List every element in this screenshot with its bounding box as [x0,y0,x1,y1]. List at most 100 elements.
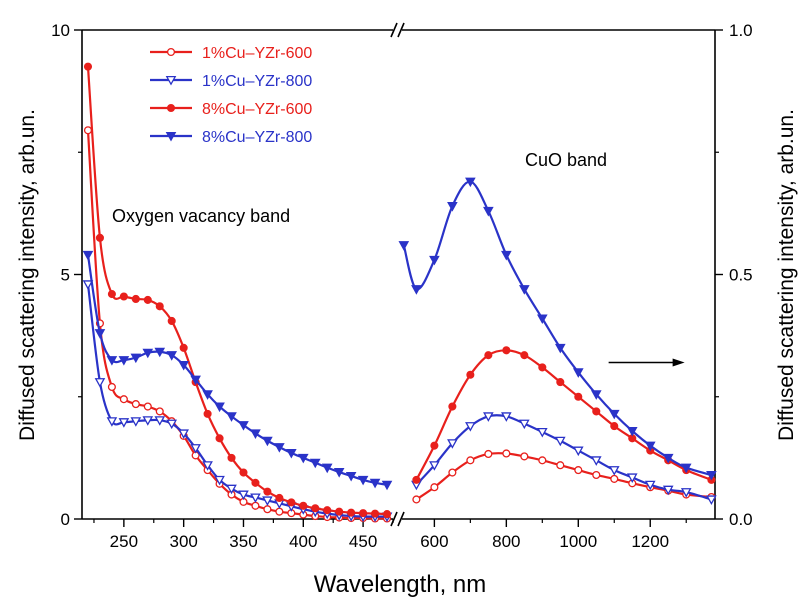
data-point [250,493,261,504]
data-point [644,480,656,491]
data-point [501,412,512,422]
data-point [430,441,439,450]
data-point [166,419,178,430]
data-point [263,505,272,514]
data-point [357,475,369,486]
data-point [411,285,422,295]
data-point [119,292,128,301]
data-point [556,378,565,387]
data-point [412,475,421,484]
data-point [335,507,344,516]
data-point [483,206,494,217]
data-point [143,402,152,411]
data-point [238,490,249,501]
data-point [483,412,494,422]
data-point [82,280,94,290]
data-point [179,343,188,352]
legend-label: 1%Cu–YZr-600 [202,45,312,62]
data-point [429,461,440,471]
data-point [214,402,225,413]
data-point [554,436,566,447]
legend-label: 8%Cu–YZr-600 [202,101,312,118]
data-point [592,407,601,416]
data-point [572,368,584,378]
data-point [106,417,118,427]
x-tick-label: 300 [169,532,197,551]
data-point [430,483,439,492]
data-point [251,501,260,510]
data-point [520,351,529,360]
data-point [538,363,547,372]
series-line-left [86,130,388,520]
data-point [202,390,213,400]
data-point [166,351,178,361]
series-layer [82,62,717,523]
right-arrow-head [672,358,685,367]
data-point [107,382,116,392]
legend-marker [166,47,176,57]
data-point [608,466,620,476]
data-point [590,390,602,400]
data-point [178,429,189,439]
x-tick-label: 1200 [631,532,669,551]
data-point [484,351,493,360]
data-point [608,409,620,420]
data-point [250,429,261,439]
data-point [119,395,128,404]
data-point [130,353,142,364]
data-point [706,470,717,481]
annotation-oxygen-vacancy-band: Oxygen vacancy band [112,206,290,226]
data-point [333,468,345,478]
series-8-cu-yzr-600 [83,62,716,519]
data-point [215,434,224,443]
data-point [154,347,166,358]
data-point [155,302,164,311]
data-point [381,480,393,491]
data-point [118,356,130,366]
legend-label: 1%Cu–YZr-800 [202,73,312,90]
data-point [203,409,212,418]
data-point [94,329,106,339]
data-point [412,495,421,504]
data-point [398,241,410,251]
labels-layer: Wavelength, nm Diffused scattering inten… [16,109,798,598]
data-point [131,294,140,304]
data-point [130,417,142,427]
data-point [662,453,674,464]
data-point [142,416,154,426]
x-tick-label: 250 [110,532,138,551]
data-point [537,314,548,325]
data-point [538,456,547,465]
data-point [519,419,530,430]
data-point [447,439,458,449]
legend-label: 8%Cu–YZr-800 [202,129,312,146]
data-point [227,453,236,462]
data-point [502,346,511,355]
data-point [382,510,392,519]
data-point [347,508,356,517]
data-point [299,501,308,510]
data-point [118,418,130,428]
annotation-cuo-band: CuO band [525,150,607,170]
data-point [167,316,176,326]
data-point [429,255,440,266]
axis-break-mark [397,22,405,38]
x-tick-label: 450 [349,532,377,551]
data-point [106,356,118,366]
series-line-left [86,254,388,486]
y-tick-label-right: 0.0 [729,510,753,529]
data-point [94,378,106,388]
data-point [644,441,656,452]
data-point [706,495,717,505]
y-axis-title-right: Diffused scattering intensity, arb.un. [775,109,798,441]
data-point [572,446,584,457]
data-point [107,290,116,299]
data-point [142,348,154,359]
series-line-left [86,284,388,518]
legend: 1%Cu–YZr-600 1%Cu–YZr-800 8%Cu–YZr-600 8%Cu… [150,45,312,146]
data-point [297,453,309,464]
data-point [190,375,201,386]
data-point [519,285,530,295]
data-point [447,202,458,212]
y-tick-label-left: 5 [61,266,70,285]
